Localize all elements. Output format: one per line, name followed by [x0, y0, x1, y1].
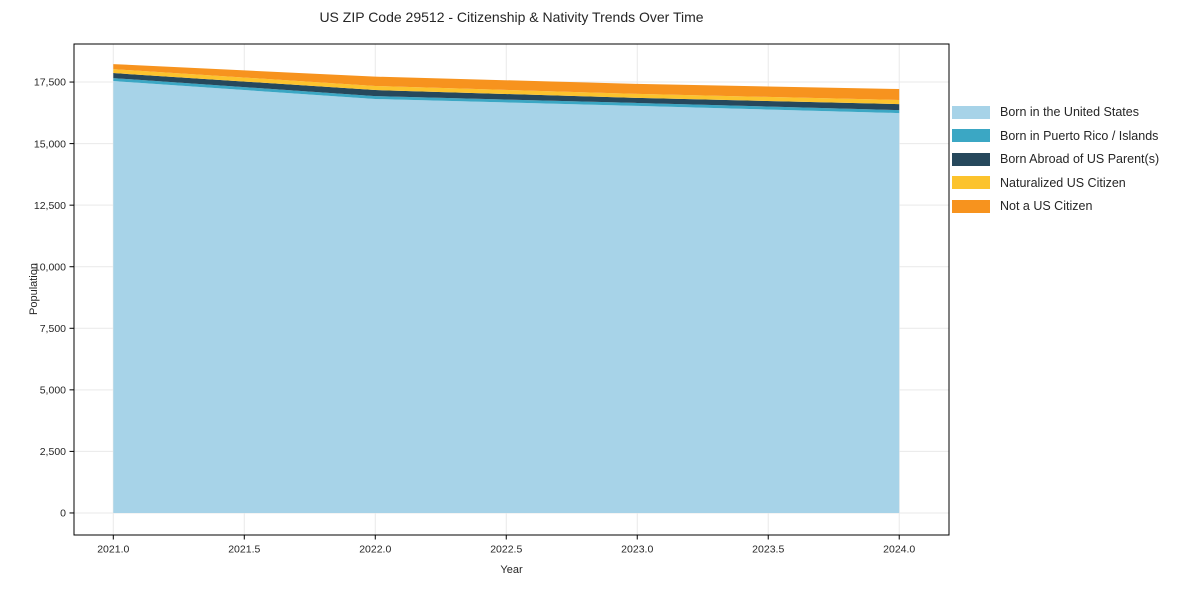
y-tick-label: 17,500	[34, 77, 66, 89]
x-tick-label: 2021.5	[228, 544, 260, 556]
legend-swatch-icon	[952, 105, 990, 119]
x-tick-label: 2022.5	[490, 544, 522, 556]
legend: Born in the United States Born in Puerto …	[952, 105, 1159, 213]
area-born-abroad-of-us-parent-s	[113, 73, 900, 111]
x-tick-label: 2021.0	[97, 544, 129, 556]
area-not-a-us-citizen	[113, 64, 900, 101]
x-tick-label: 2023.5	[752, 544, 784, 556]
legend-label: Not a US Citizen	[1000, 199, 1093, 213]
legend-swatch-icon	[952, 129, 990, 142]
legend-label: Born Abroad of US Parent(s)	[1000, 152, 1160, 166]
legend-item: Born in the United States	[952, 105, 1159, 119]
legend-label: Born in the United States	[1000, 105, 1139, 119]
legend-item: Naturalized US Citizen	[952, 176, 1159, 190]
y-tick-label: 5,000	[40, 385, 66, 397]
area-naturalized-us-citizen	[113, 69, 900, 105]
legend-label: Born in Puerto Rico / Islands	[1000, 128, 1159, 143]
legend-item: Born in Puerto Rico / Islands	[952, 129, 1159, 143]
x-tick-label: 2024.0	[883, 544, 915, 556]
area-born-in-puerto-rico-islands	[113, 78, 900, 114]
area-born-in-the-united-states	[113, 81, 900, 513]
y-tick-label: 15,000	[34, 138, 66, 150]
legend-swatch-icon	[952, 176, 990, 189]
y-tick-label: 7,500	[40, 323, 66, 335]
legend-label: Naturalized US Citizen	[1000, 175, 1126, 190]
y-axis-title-text: Population	[28, 263, 40, 315]
y-tick-label: 10,000	[34, 261, 66, 273]
y-tick-label: 12,500	[34, 200, 66, 212]
legend-swatch-icon	[952, 199, 990, 213]
x-tick-label: 2022.0	[359, 544, 391, 556]
legend-item: Not a US Citizen	[952, 199, 1159, 213]
x-axis-title: Year	[500, 564, 523, 576]
chart-title: US ZIP Code 29512 - Citizenship & Nativi…	[319, 9, 704, 25]
y-tick-label: 2,500	[40, 446, 66, 458]
x-tick-label: 2023.0	[621, 544, 653, 556]
legend-item: Born Abroad of US Parent(s)	[952, 152, 1159, 166]
legend-swatch-icon	[952, 152, 990, 166]
y-tick-label: 0	[60, 508, 66, 520]
plot-frame	[73, 43, 950, 536]
